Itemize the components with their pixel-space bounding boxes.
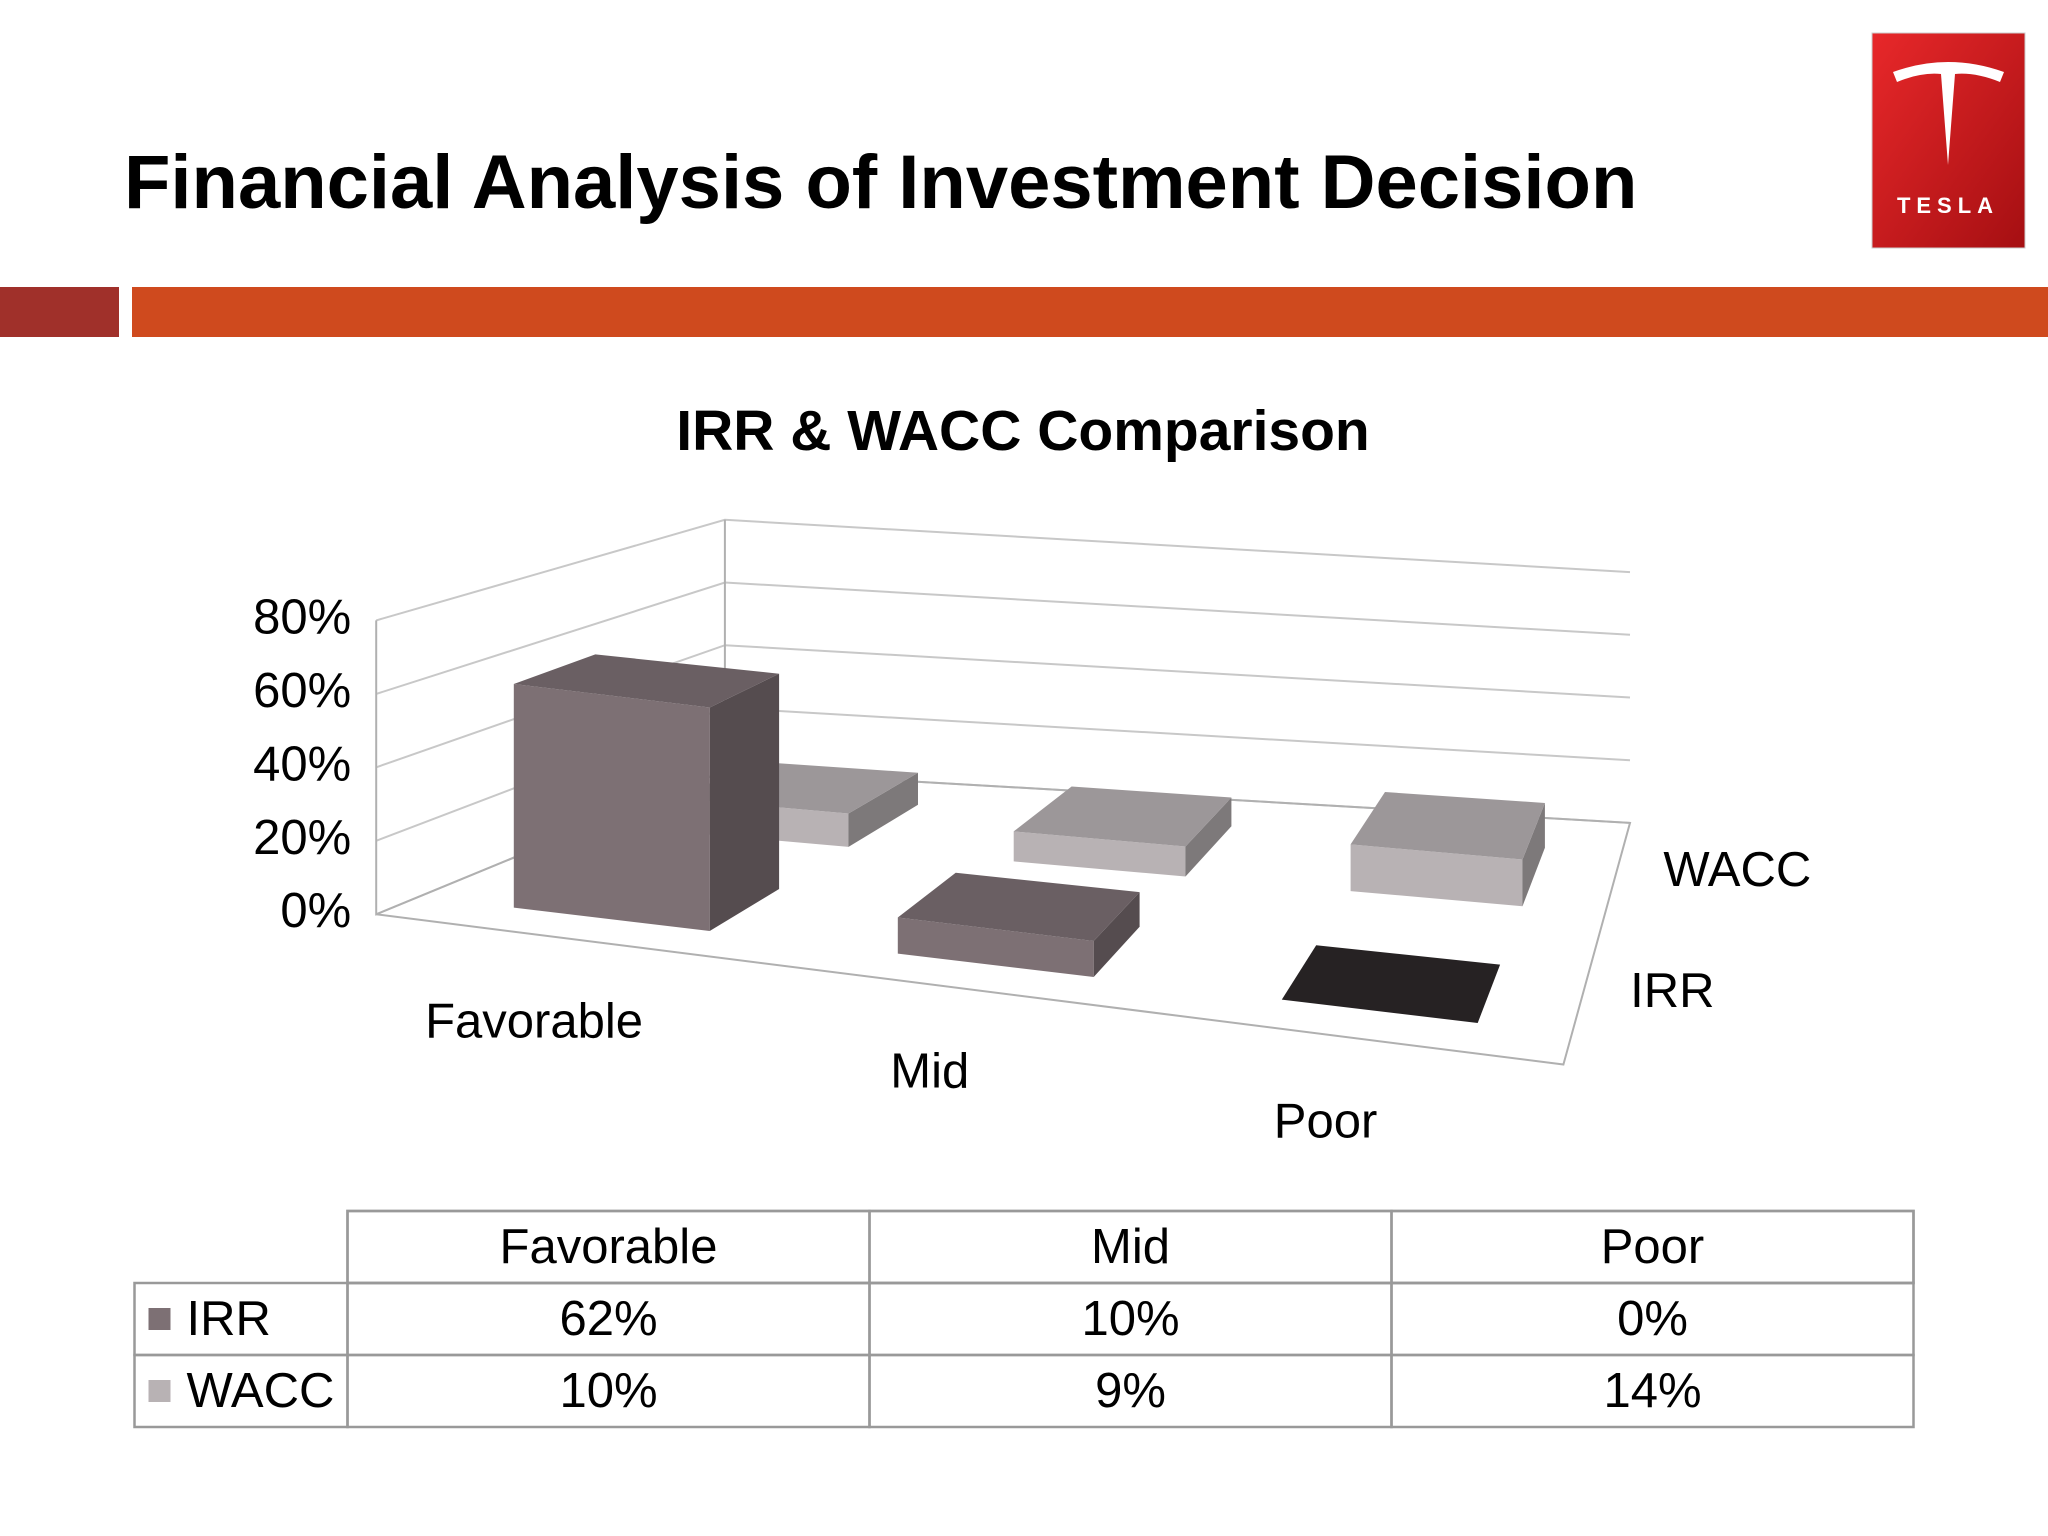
chart: 0% 20% 40% 60% 80% WACC IRR Favorable Mid Poor [253,518,1811,1148]
data-table: Favorable Mid Poor IRR 62% 10% 0% WACC 10% 9% 14% [133,1209,1915,1429]
bar-side [1185,797,1232,877]
table-value: 62% [559,1292,657,1346]
x-tick-label: Favorable [425,994,643,1048]
y-tick-label: 0% [280,884,351,938]
table-value: 0% [1617,1292,1688,1346]
table-column-header: Favorable [500,1220,718,1274]
logo: TESLA [1871,32,2026,249]
bar-side [1522,803,1545,907]
x-tick-label: Mid [890,1044,969,1098]
bar-front [1013,831,1186,877]
bar-top [897,872,1140,941]
y-tick-label: 60% [253,664,351,718]
legend-label: WACC [187,1364,335,1418]
bar-top [513,654,780,708]
bar-top [1281,945,1501,1023]
bar-front [897,917,1094,977]
logo-mark [1893,62,2004,165]
series-label: IRR [1630,964,1714,1018]
x-tick-label: Poor [1274,1094,1378,1148]
chart-title: IRR & WACC Comparison [676,399,1370,463]
bar-front [513,684,710,931]
bar-top [1350,792,1545,860]
table-value: 9% [1095,1364,1166,1418]
accent-bar-left [0,287,119,337]
accent-bar [132,287,2048,337]
grid-line [375,518,1631,622]
bar-front [1350,844,1523,907]
table-cell [1390,1353,1915,1429]
table-value: 14% [1603,1364,1701,1418]
bar-side [848,772,918,847]
legend-label: IRR [187,1292,271,1346]
table-value: 10% [1081,1292,1179,1346]
y-tick-label: 80% [253,590,351,644]
series-label: WACC [1663,843,1811,897]
bar-top [1013,786,1232,847]
slide-title: Financial Analysis of Investment Decisio… [124,140,1637,225]
bar-side [1093,892,1140,977]
table-column-header: Poor [1601,1220,1705,1274]
y-tick-label: 40% [253,737,351,791]
legend-swatch [148,1380,171,1402]
table-value: 10% [559,1364,657,1418]
table-column-header: Mid [1091,1220,1170,1274]
bar-side [709,673,780,931]
y-tick-label: 20% [253,811,351,865]
legend-swatch [148,1308,171,1330]
logo-text: TESLA [1897,193,1999,218]
